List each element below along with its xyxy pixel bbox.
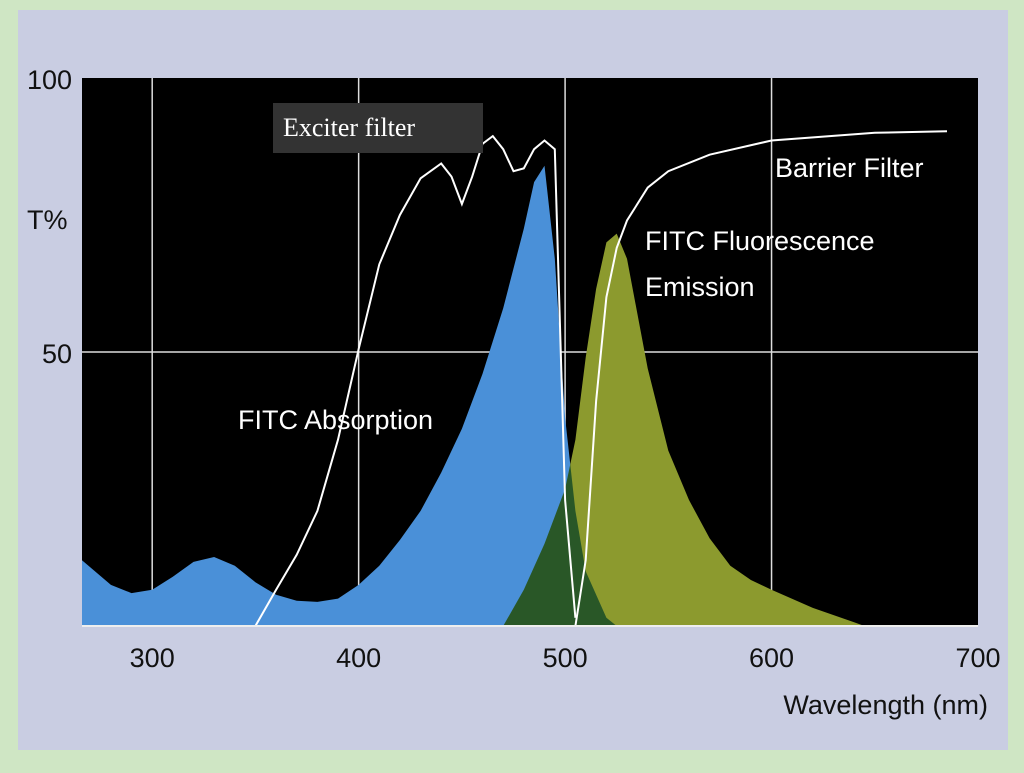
series-label: FITC Fluorescence Emission	[645, 226, 875, 302]
x-tick-label: 700	[955, 643, 1000, 673]
x-axis-label: Wavelength (nm)	[783, 690, 988, 720]
x-tick-label: 600	[749, 643, 794, 673]
y-tick-label: 50	[42, 339, 72, 369]
x-tick-label: 300	[130, 643, 175, 673]
area	[82, 165, 617, 626]
series-label: Exciter filter	[273, 103, 483, 153]
line	[574, 130, 948, 627]
y-tick-label: 100	[27, 65, 72, 95]
area	[503, 233, 865, 626]
y-axis-label: T%	[27, 205, 68, 235]
line	[254, 134, 577, 627]
areas	[82, 165, 865, 626]
x-tick-label: 500	[543, 643, 588, 673]
lines	[254, 130, 948, 627]
series-label: Barrier Filter	[775, 153, 924, 183]
x-tick-label: 400	[336, 643, 381, 673]
series-label: FITC Absorption	[238, 405, 434, 435]
